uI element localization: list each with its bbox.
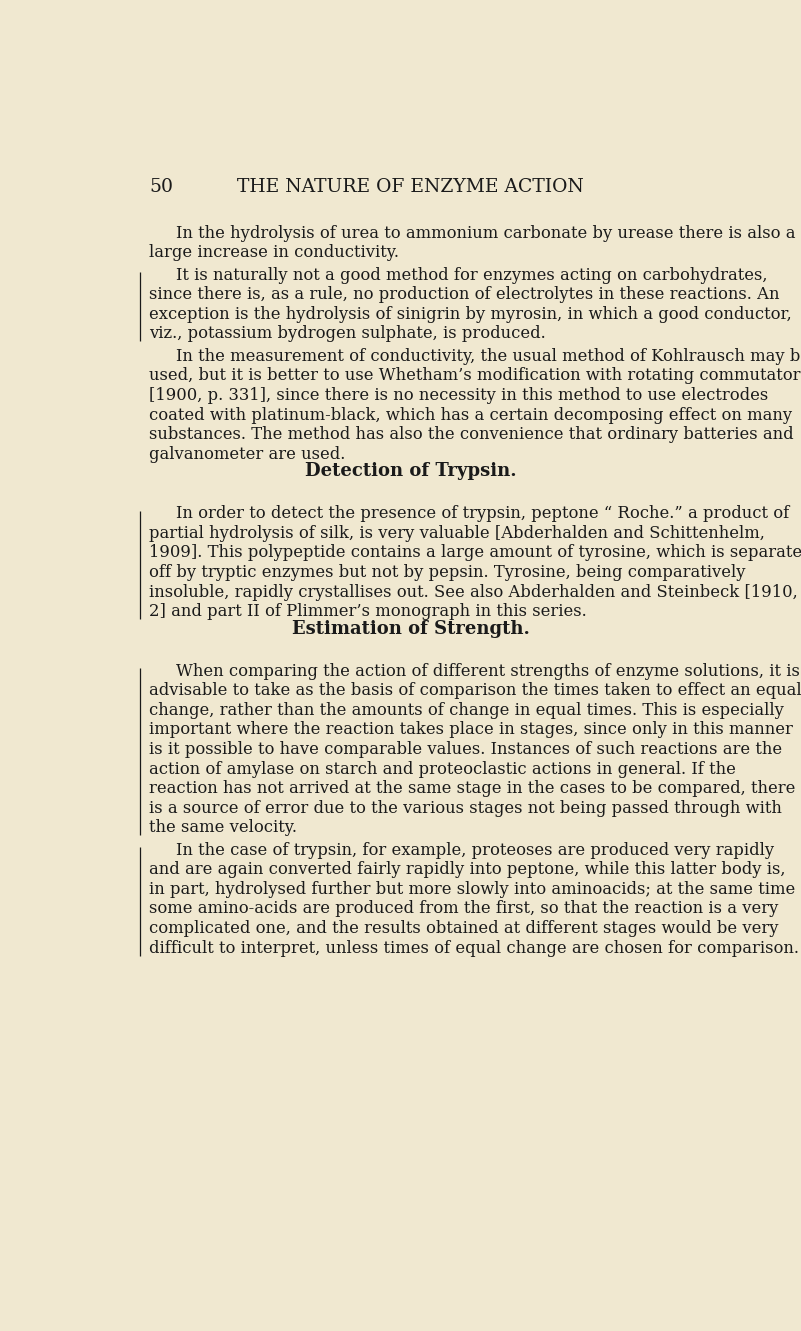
Text: in part, hydrolysed further but more slowly into aminoacids; at the same time: in part, hydrolysed further but more slo… <box>149 881 795 898</box>
Text: In the measurement of conductivity, the usual method of Kohlrausch may be: In the measurement of conductivity, the … <box>176 347 801 365</box>
Text: is a source of error due to the various stages not being passed through with: is a source of error due to the various … <box>149 800 782 817</box>
Text: large increase in conductivity.: large increase in conductivity. <box>149 244 399 261</box>
Text: coated with platinum-black, which has a certain decomposing effect on many: coated with platinum-black, which has a … <box>149 406 792 423</box>
Text: exception is the hydrolysis of sinigrin by myrosin, in which a good conductor,: exception is the hydrolysis of sinigrin … <box>149 306 791 323</box>
Text: viz., potassium bydrogen sulphate, is produced.: viz., potassium bydrogen sulphate, is pr… <box>149 325 545 342</box>
Text: THE NATURE OF ENZYME ACTION: THE NATURE OF ENZYME ACTION <box>237 178 584 196</box>
Text: In order to detect the presence of trypsin, peptone “ Roche.” a product of: In order to detect the presence of tryps… <box>176 506 789 522</box>
Text: since there is, as a rule, no production of electrolytes in these reactions. An: since there is, as a rule, no production… <box>149 286 779 303</box>
Text: In the hydrolysis of urea to ammonium carbonate by urease there is also a: In the hydrolysis of urea to ammonium ca… <box>176 225 795 242</box>
Text: In the case of trypsin, for example, proteoses are produced very rapidly: In the case of trypsin, for example, pro… <box>176 841 775 858</box>
Text: It is naturally not a good method for enzymes acting on carbohydrates,: It is naturally not a good method for en… <box>176 266 767 284</box>
Text: When comparing the action of different strengths of enzyme solutions, it is: When comparing the action of different s… <box>176 663 800 680</box>
Text: complicated one, and the results obtained at different stages would be very: complicated one, and the results obtaine… <box>149 920 779 937</box>
Text: 2] and part II of Plimmer’s monograph in this series.: 2] and part II of Plimmer’s monograph in… <box>149 603 586 620</box>
Text: Estimation of Strength.: Estimation of Strength. <box>292 620 529 638</box>
Text: action of amylase on starch and proteoclastic actions in general. If the: action of amylase on starch and proteocl… <box>149 760 736 777</box>
Text: 1909]. This polypeptide contains a large amount of tyrosine, which is separated: 1909]. This polypeptide contains a large… <box>149 544 801 562</box>
Text: change, rather than the amounts of change in equal times. This is especially: change, rather than the amounts of chang… <box>149 701 784 719</box>
Text: galvanometer are used.: galvanometer are used. <box>149 446 345 463</box>
Text: used, but it is better to use Whetham’s modification with rotating commutator: used, but it is better to use Whetham’s … <box>149 367 800 385</box>
Text: advisable to take as the basis of comparison the times taken to effect an equal: advisable to take as the basis of compar… <box>149 683 801 699</box>
Text: the same velocity.: the same velocity. <box>149 820 297 836</box>
Text: is it possible to have comparable values. Instances of such reactions are the: is it possible to have comparable values… <box>149 741 782 759</box>
Text: Detection of Trypsin.: Detection of Trypsin. <box>304 462 517 480</box>
Text: difficult to interpret, unless times of equal change are chosen for comparison.: difficult to interpret, unless times of … <box>149 940 799 957</box>
Text: substances. The method has also the convenience that ordinary batteries and: substances. The method has also the conv… <box>149 426 794 443</box>
Text: partial hydrolysis of silk, is very valuable [Abderhalden and Schittenhelm,: partial hydrolysis of silk, is very valu… <box>149 524 765 542</box>
Text: and are again converted fairly rapidly into peptone, while this latter body is,: and are again converted fairly rapidly i… <box>149 861 786 878</box>
Text: reaction has not arrived at the same stage in the cases to be compared, there: reaction has not arrived at the same sta… <box>149 780 795 797</box>
Text: [1900, p. 331], since there is no necessity in this method to use electrodes: [1900, p. 331], since there is no necess… <box>149 387 768 405</box>
Text: important where the reaction takes place in stages, since only in this manner: important where the reaction takes place… <box>149 721 793 739</box>
Text: 50: 50 <box>149 178 173 196</box>
Text: insoluble, rapidly crystallises out. See also Abderhalden and Steinbeck [1910,: insoluble, rapidly crystallises out. See… <box>149 583 798 600</box>
Text: off by tryptic enzymes but not by pepsin. Tyrosine, being comparatively: off by tryptic enzymes but not by pepsin… <box>149 564 746 582</box>
Text: some amino-acids are produced from the first, so that the reaction is a very: some amino-acids are produced from the f… <box>149 901 779 917</box>
